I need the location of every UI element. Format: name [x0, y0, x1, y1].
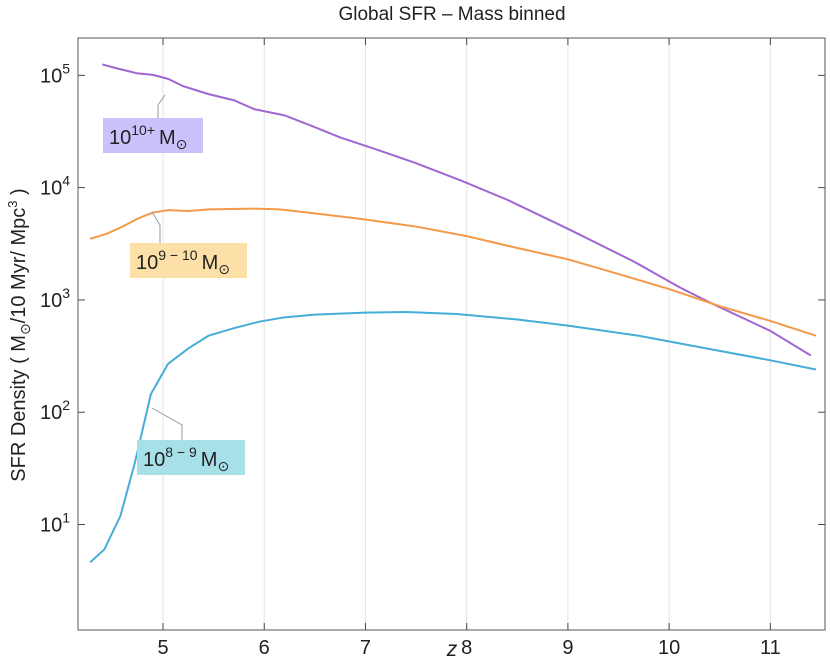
x-tick-label: 5	[157, 637, 168, 659]
legend-exponent: 8 − 9	[165, 444, 197, 460]
legend-unit: M	[159, 127, 176, 149]
label-box	[130, 243, 247, 278]
x-tick-label: 11	[760, 637, 781, 659]
chart-title: Global SFR – Mass binned	[338, 4, 565, 25]
legend-label: 108 − 9 M⊙	[143, 444, 229, 474]
y-axis-label: SFR Density ( M⊙/10 Myr/ Mpc3 )	[5, 188, 33, 481]
leader-line	[151, 407, 183, 440]
y-tick-label: 104	[40, 173, 70, 200]
legend-exponent: 9 − 10	[158, 247, 198, 263]
y-tick-base: 10	[40, 290, 62, 312]
y-tick-exponent: 5	[62, 60, 70, 76]
leader-line	[151, 211, 161, 243]
label-box	[137, 440, 245, 475]
y-tick-exponent: 3	[62, 285, 70, 301]
legend-sub: ⊙	[176, 136, 188, 152]
x-tick-label: 6	[259, 637, 270, 659]
y-tick-label: 102	[40, 397, 70, 424]
legend-exponent: 10+	[131, 122, 155, 138]
legend-base: 10	[136, 252, 158, 274]
data-line	[89, 311, 817, 564]
legend-sub: ⊙	[217, 458, 229, 474]
leader-line	[157, 94, 166, 118]
x-axis-label: z	[446, 638, 458, 661]
x-tick-label: 7	[360, 637, 371, 659]
legend-unit: M	[202, 252, 219, 274]
legend-sub: ⊙	[218, 261, 230, 277]
legend-label: 1010+ M⊙	[109, 122, 187, 152]
y-tick-base: 10	[40, 65, 62, 87]
y-tick-exponent: 2	[62, 397, 70, 413]
plot-frame	[77, 37, 826, 631]
y-tick-base: 10	[40, 178, 62, 200]
y-tick-exponent: 4	[62, 173, 70, 189]
legend-base: 10	[109, 127, 131, 149]
y-tick-base: 10	[40, 515, 62, 537]
x-tick-label: 10	[658, 637, 680, 659]
y-tick-label: 105	[40, 60, 70, 87]
y-tick-base: 10	[40, 402, 62, 424]
y-tick-label: 103	[40, 285, 70, 312]
x-tick-label: 8	[461, 637, 472, 659]
legend-unit: M	[201, 449, 218, 471]
legend-base: 10	[143, 449, 165, 471]
label-box	[103, 118, 203, 153]
x-tick-label: 9	[562, 637, 573, 659]
data-line	[102, 63, 812, 357]
data-line	[89, 207, 817, 337]
legend-label: 109 − 10 M⊙	[136, 247, 230, 277]
y-tick-label: 101	[40, 510, 70, 537]
y-tick-exponent: 1	[62, 510, 70, 526]
